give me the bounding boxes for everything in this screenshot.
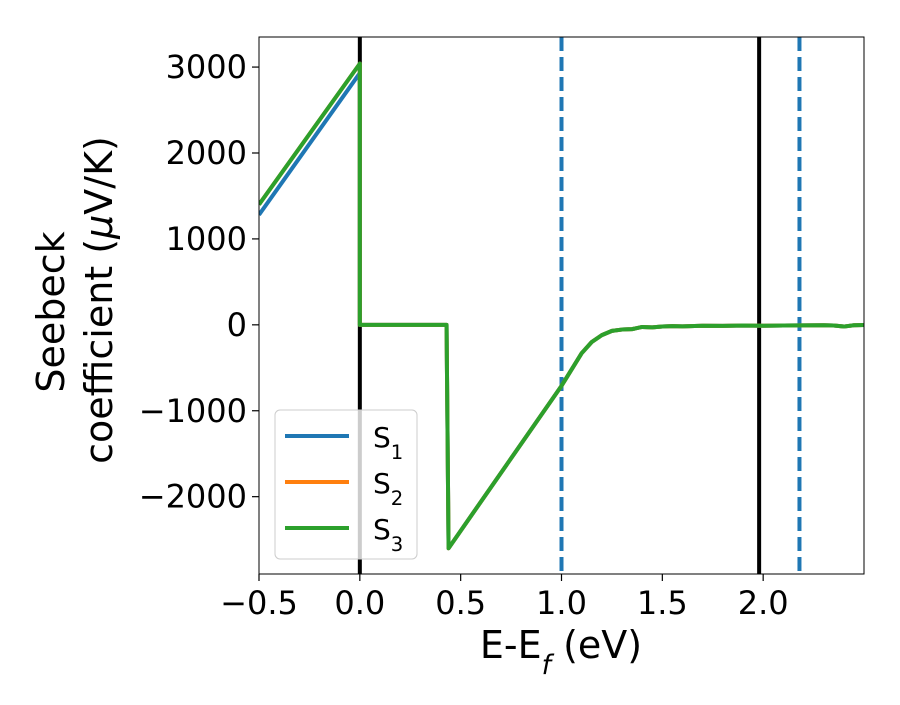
y-axis-label-line1: Seebeck <box>29 231 73 392</box>
x-tick-label-6: 2.0 <box>738 584 789 622</box>
y-axis-label-line2: coefficient (μV/K) <box>77 136 121 464</box>
x-tick-label-5: 1.5 <box>637 584 688 622</box>
y-axis-ticks: 3000 2000 1000 0 −1000 −2000 <box>139 48 259 516</box>
y-axis-label-group-2: coefficient (μV/K) <box>77 136 121 464</box>
x-tick-label-1: −0.5 <box>220 584 298 622</box>
x-tick-label-3: 0.5 <box>435 584 486 622</box>
legend-label-s2: S2 <box>373 467 403 510</box>
y-tick-label-3: 1000 <box>166 220 247 258</box>
y-tick-label-5: −1000 <box>139 392 247 430</box>
x-tick-label-2: 0.0 <box>334 584 385 622</box>
y-tick-label-6: −2000 <box>139 478 247 516</box>
y-tick-label-2: 2000 <box>166 134 247 172</box>
x-axis-label: E-Ef (eV) <box>480 623 642 681</box>
series-line-s3 <box>259 61 864 551</box>
y-tick-label-1: 3000 <box>166 48 247 86</box>
y-tick-label-4: 0 <box>227 306 247 344</box>
series-layer <box>259 61 864 551</box>
y-axis-label-group: Seebeck <box>29 231 73 392</box>
legend-box <box>274 409 418 560</box>
x-axis-ticks: −0.5 0.0 0.5 1.0 1.5 2.0 <box>220 574 789 622</box>
legend-label-s3: S3 <box>373 513 403 556</box>
legend-label-s1: S1 <box>373 421 403 464</box>
x-tick-label-4: 1.0 <box>536 584 587 622</box>
